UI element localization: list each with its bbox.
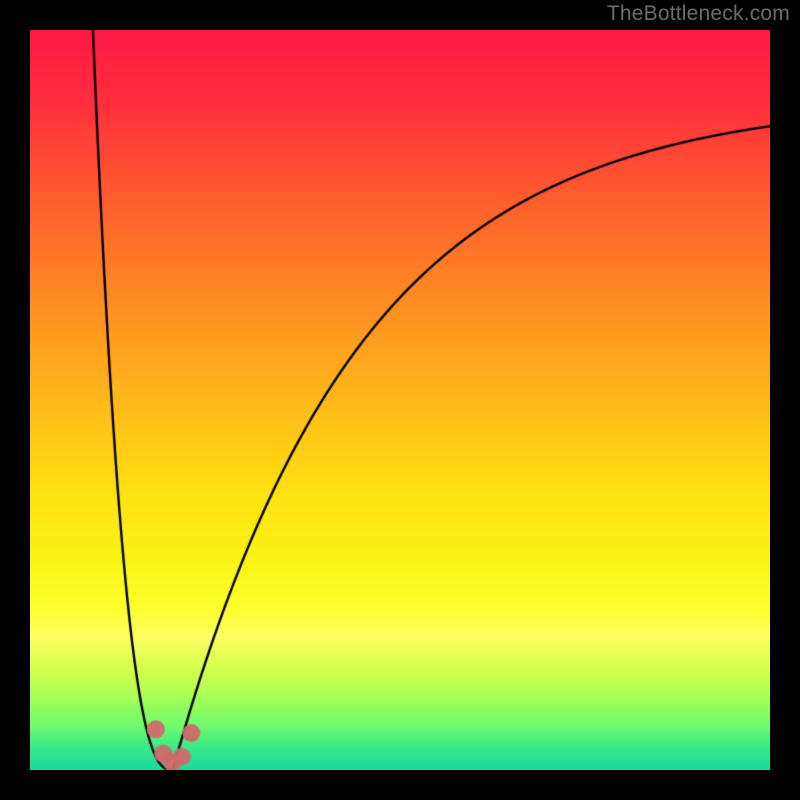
chart-stage: TheBottleneck.com (0, 0, 800, 800)
watermark-text: TheBottleneck.com (607, 2, 790, 26)
plot-area (30, 30, 770, 770)
bottleneck-curve (30, 30, 770, 770)
